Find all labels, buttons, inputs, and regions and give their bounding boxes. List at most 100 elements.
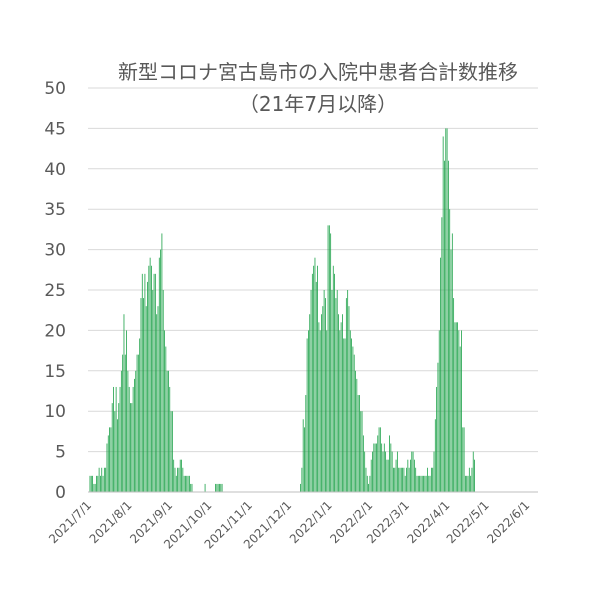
bar [145,306,147,492]
bar [90,475,92,492]
bar [374,443,376,492]
bar [98,467,100,492]
y-tick-label: 25 [44,281,66,301]
bar [318,322,320,492]
bar [317,265,318,492]
bar [410,459,411,492]
y-axis-tick-labels: 0 5 10 15 20 25 30 35 40 45 50 [44,79,66,503]
bar [105,467,107,492]
bar [153,273,155,492]
bar [183,475,185,492]
bar [141,273,143,492]
bar [419,475,421,492]
bar [372,451,373,492]
bar [421,475,423,492]
bar [147,281,148,492]
bar [383,443,385,492]
bar [377,435,379,492]
bar [140,298,142,492]
bar [369,475,371,492]
bar [453,298,455,492]
bar [326,330,328,492]
bar [152,290,154,492]
bar [436,386,438,492]
bar [406,467,407,492]
bar [130,403,131,492]
bar [413,459,415,492]
bar [370,459,372,492]
bar [449,209,451,492]
bar [408,467,410,492]
bar [338,314,339,492]
bar [447,160,449,492]
bar [353,354,355,492]
x-tick-label: 2022/5/1 [444,498,492,546]
bar [393,467,394,492]
x-tick-label: 2022/6/1 [484,498,532,546]
bar [102,475,104,492]
bar [474,459,475,492]
bar [178,467,180,492]
bar [348,306,350,492]
bar [434,419,436,492]
bar [344,338,346,492]
bar [356,378,358,492]
bar [143,298,144,492]
bar [334,273,335,492]
bar [127,370,129,492]
bar [382,451,384,492]
bar [335,298,337,492]
bar [126,330,127,492]
bar [441,217,443,492]
bar [162,290,164,492]
bar [311,273,313,492]
bar [113,386,114,492]
bar [345,298,347,492]
bar [182,467,184,492]
bar [437,362,439,492]
bar [394,467,396,492]
bar [115,386,117,492]
bar [461,330,462,492]
bar [220,483,222,492]
bar [351,338,352,492]
bar [389,435,390,492]
bar [451,233,453,492]
bar [96,475,97,492]
bar [365,467,367,492]
bar [190,483,192,492]
bar [339,330,341,492]
bar [327,225,329,493]
y-tick-label: 30 [44,241,66,261]
y-tick-label: 5 [55,443,66,463]
bar [149,257,151,492]
bar [373,443,375,492]
bar [427,467,428,492]
x-tick-label: 2021/8/1 [87,498,135,546]
bar [188,475,190,492]
bar [343,338,345,492]
bar [124,354,126,492]
bar [111,403,113,492]
y-tick-label: 0 [55,483,66,503]
bar [144,273,146,492]
bar [157,306,159,492]
bar [332,265,334,492]
bar [158,257,160,492]
bar [417,475,419,492]
bar [166,370,168,492]
bar [137,354,139,492]
bar [445,128,447,492]
bar [425,475,427,492]
bar [114,411,116,492]
bar [395,459,397,492]
bar [458,330,460,492]
bar [118,403,120,492]
bar [325,298,326,492]
bar [177,467,179,492]
bar [185,475,186,492]
bar [122,354,124,492]
bar [411,451,413,492]
bar [94,483,96,492]
bar [330,233,332,492]
